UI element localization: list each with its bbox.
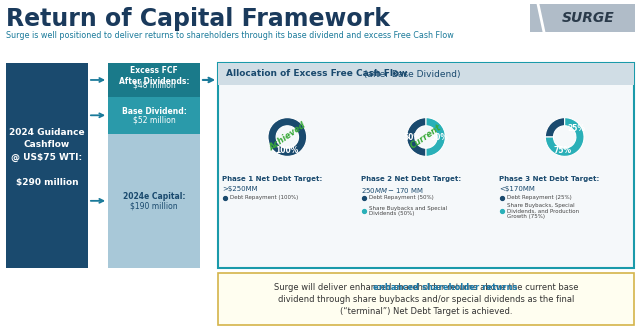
- Text: $190 million: $190 million: [130, 201, 178, 210]
- Text: Excess FCF
After Dividends:: Excess FCF After Dividends:: [119, 66, 189, 86]
- Text: 50%: 50%: [430, 133, 448, 142]
- Text: Current: Current: [409, 123, 444, 151]
- Text: (“terminal”) Net Debt Target is achieved.: (“terminal”) Net Debt Target is achieved…: [340, 307, 512, 315]
- FancyBboxPatch shape: [218, 63, 634, 268]
- FancyBboxPatch shape: [218, 63, 634, 85]
- FancyBboxPatch shape: [108, 97, 200, 134]
- FancyBboxPatch shape: [108, 134, 200, 268]
- Text: <$170MM: <$170MM: [499, 186, 535, 192]
- Text: Debt Repayment (100%): Debt Repayment (100%): [230, 195, 298, 201]
- Text: Allocation of Excess Free Cash Flow: Allocation of Excess Free Cash Flow: [226, 70, 408, 79]
- Text: $48 million: $48 million: [132, 81, 175, 89]
- Wedge shape: [426, 117, 445, 156]
- Text: 2024 Guidance
Cashflow
@ US$75 WTI:

$290 million: 2024 Guidance Cashflow @ US$75 WTI: $290…: [9, 128, 85, 187]
- Text: 2024e Capital:: 2024e Capital:: [123, 192, 185, 201]
- Text: Surge is well positioned to deliver returns to shareholders through its base div: Surge is well positioned to deliver retu…: [6, 31, 454, 40]
- Text: Return of Capital Framework: Return of Capital Framework: [6, 7, 390, 31]
- Text: Base Dividend:: Base Dividend:: [122, 107, 186, 116]
- Text: Share Buybacks and Special
Dividends (50%): Share Buybacks and Special Dividends (50…: [369, 206, 447, 216]
- Wedge shape: [545, 117, 564, 137]
- Text: Surge will deliver enhanced shareholder returns above the current base: Surge will deliver enhanced shareholder …: [274, 282, 579, 291]
- Text: Phase 1 Net Debt Target:: Phase 1 Net Debt Target:: [222, 176, 323, 182]
- Text: SURGE: SURGE: [562, 11, 615, 25]
- FancyBboxPatch shape: [218, 273, 634, 325]
- Text: Debt Repayment (25%): Debt Repayment (25%): [508, 195, 572, 201]
- Wedge shape: [406, 117, 426, 156]
- Text: dividend through share buybacks and/or special dividends as the final: dividend through share buybacks and/or s…: [278, 294, 574, 304]
- Wedge shape: [268, 117, 307, 156]
- Text: Debt Repayment (50%): Debt Repayment (50%): [369, 195, 433, 201]
- FancyBboxPatch shape: [108, 63, 200, 97]
- Text: Phase 2 Net Debt Target:: Phase 2 Net Debt Target:: [361, 176, 461, 182]
- Text: (after Base Dividend): (after Base Dividend): [361, 70, 460, 79]
- Text: Share Buybacks, Special
Dividends, and Production
Growth (75%): Share Buybacks, Special Dividends, and P…: [508, 203, 579, 219]
- FancyBboxPatch shape: [6, 63, 88, 268]
- Text: Achieved: Achieved: [267, 121, 307, 153]
- Text: 75%: 75%: [554, 147, 572, 155]
- Text: $52 million: $52 million: [132, 116, 175, 125]
- Text: 50%: 50%: [404, 133, 422, 142]
- Text: 25%: 25%: [567, 124, 585, 133]
- FancyBboxPatch shape: [530, 4, 635, 32]
- Text: 100%: 100%: [276, 147, 299, 155]
- Text: >$250MM: >$250MM: [222, 186, 258, 192]
- Text: Phase 3 Net Debt Target:: Phase 3 Net Debt Target:: [499, 176, 600, 182]
- Text: enhanced shareholder returns: enhanced shareholder returns: [373, 282, 517, 291]
- Text: $250MM - $170 MM: $250MM - $170 MM: [361, 186, 424, 195]
- Wedge shape: [545, 117, 584, 156]
